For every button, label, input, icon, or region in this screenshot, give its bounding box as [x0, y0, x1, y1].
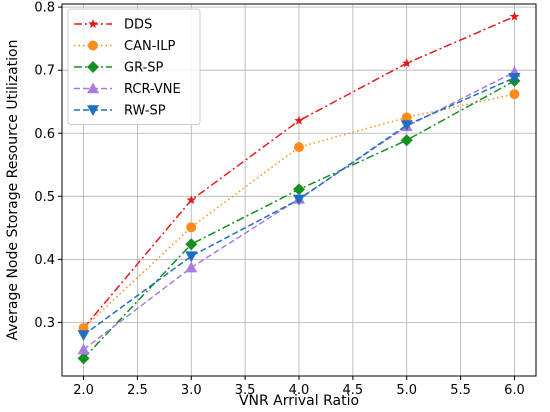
- x-tick-label: 3.0: [181, 383, 202, 398]
- y-tick-label: 0.8: [34, 1, 55, 16]
- data-point-dds: [294, 115, 304, 125]
- data-point-gr-sp: [185, 238, 198, 251]
- x-tick-label: 5.0: [396, 383, 417, 398]
- x-tick-label: 5.5: [450, 383, 471, 398]
- data-point-gr-sp: [77, 352, 90, 365]
- data-point-rw-sp: [508, 72, 521, 84]
- y-tick-label: 0.3: [34, 316, 55, 331]
- legend-label-rcr-vne: RCR-VNE: [124, 82, 181, 97]
- data-point-can-ilp: [294, 142, 304, 153]
- data-point-rw-sp: [185, 251, 198, 263]
- legend: DDS CAN-ILP GR-SP RCR-VNE RW-SP: [67, 8, 201, 125]
- data-point-gr-sp: [400, 134, 413, 147]
- legend-entry-can-ilp: CAN-ILP: [74, 39, 175, 54]
- data-point-dds: [401, 58, 412, 68]
- data-point-can-ilp: [401, 112, 412, 123]
- y-tick-label: 0.7: [34, 64, 55, 79]
- data-point-rcr-vne: [185, 261, 198, 273]
- y-axis-ticks: 0.3 0.4 0.5 0.6 0.7 0.8: [34, 1, 62, 331]
- legend-box: [67, 8, 201, 125]
- x-tick-label: 4.0: [289, 383, 310, 398]
- legend-entry-rcr-vne: RCR-VNE: [74, 82, 181, 97]
- legend-marker-rcr-vne: [87, 82, 99, 94]
- data-point-rw-sp: [400, 120, 413, 132]
- x-tick-label: 2.5: [127, 383, 148, 398]
- legend-label-dds: DDS: [124, 18, 152, 33]
- data-point-rcr-vne: [77, 343, 90, 355]
- legend-label-rw-sp: RW-SP: [124, 104, 166, 119]
- data-point-can-ilp: [186, 222, 197, 233]
- x-axis-label: VNR Arrival Ratio: [239, 393, 359, 409]
- legend-marker-can-ilp: [88, 40, 98, 51]
- series-group: [77, 11, 521, 365]
- data-point-dds: [509, 11, 520, 21]
- data-point-gr-sp: [293, 183, 305, 196]
- y-tick-label: 0.4: [34, 253, 55, 268]
- data-point-dds: [186, 195, 197, 205]
- legend-entry-gr-sp: GR-SP: [74, 61, 164, 76]
- data-point-can-ilp: [509, 89, 520, 100]
- series-rw-sp: [77, 72, 521, 342]
- legend-marker-rw-sp: [87, 105, 99, 116]
- plot-frame: [61, 3, 537, 377]
- y-axis-label: Average Node Storage Resource Utilizatio…: [5, 40, 21, 341]
- legend-entry-dds: DDS: [74, 18, 152, 33]
- legend-entry-rw-sp: RW-SP: [74, 104, 166, 119]
- data-point-rw-sp: [293, 194, 305, 206]
- legend-label-can-ilp: CAN-ILP: [124, 39, 175, 54]
- y-tick-label: 0.6: [34, 127, 55, 142]
- x-axis-ticks: 2.0 2.5 3.0 3.5 4.0 4.5 5.0 5.5 6.0: [73, 376, 525, 398]
- legend-marker-dds: [88, 19, 98, 29]
- x-tick-label: 3.5: [235, 383, 256, 398]
- x-tick-label: 6.0: [504, 383, 525, 398]
- x-tick-label: 4.5: [343, 383, 364, 398]
- legend-marker-gr-sp: [87, 61, 99, 73]
- data-point-rw-sp: [77, 330, 90, 342]
- x-tick-label: 2.0: [73, 383, 94, 398]
- y-tick-label: 0.5: [34, 190, 55, 205]
- legend-label-gr-sp: GR-SP: [124, 61, 164, 76]
